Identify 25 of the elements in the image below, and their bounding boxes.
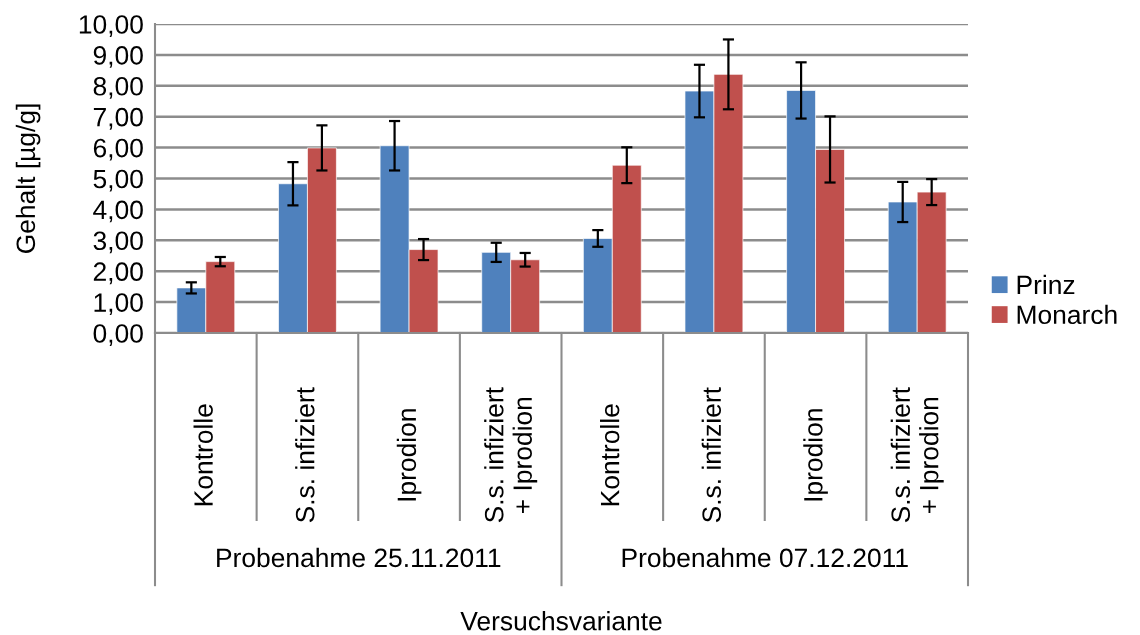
y-tick-label: 1,00 xyxy=(94,293,143,316)
x-tick-label: S.s. infiziert xyxy=(701,387,722,523)
y-tick-label: 8,00 xyxy=(93,76,143,99)
x-tick-label: Kontrolle xyxy=(193,404,213,506)
text: Probenahme 25.11.2011 xyxy=(217,547,501,568)
x-tick-label: S.s. infiziert + Iprodion xyxy=(890,387,944,523)
x-tick-label: Iprodion xyxy=(396,409,422,501)
y-tick-label: 7,00 xyxy=(93,107,143,130)
x-tick-label: S.s. infiziert xyxy=(295,387,315,523)
x-tick-label: Iprodion xyxy=(803,409,828,501)
y-tick-label: 9,00 xyxy=(93,46,143,68)
legend-label: Monarch xyxy=(1017,304,1117,325)
text: Probenahme 07.12.2011 xyxy=(622,547,908,568)
y-tick-label: 2,00 xyxy=(93,262,143,285)
y-tick-label: 4,00 xyxy=(93,200,143,223)
y-tick-label: 10,00 xyxy=(79,15,143,37)
y-tick-label: 3,00 xyxy=(93,231,143,254)
y-tick-label: 5,00 xyxy=(93,169,143,192)
x-tick-label: Kontrolle xyxy=(600,404,620,506)
y-tick-label: 6,00 xyxy=(93,138,143,161)
x-axis-title: Versuchsvariante xyxy=(460,611,662,631)
legend-label: Prinz xyxy=(1017,274,1075,294)
y-axis-title: Gehalt [µg/g] xyxy=(15,104,41,253)
x-tick-label: S.s. infiziert + Iprodion xyxy=(484,387,538,523)
y-tick-label: 0,00 xyxy=(93,324,143,346)
